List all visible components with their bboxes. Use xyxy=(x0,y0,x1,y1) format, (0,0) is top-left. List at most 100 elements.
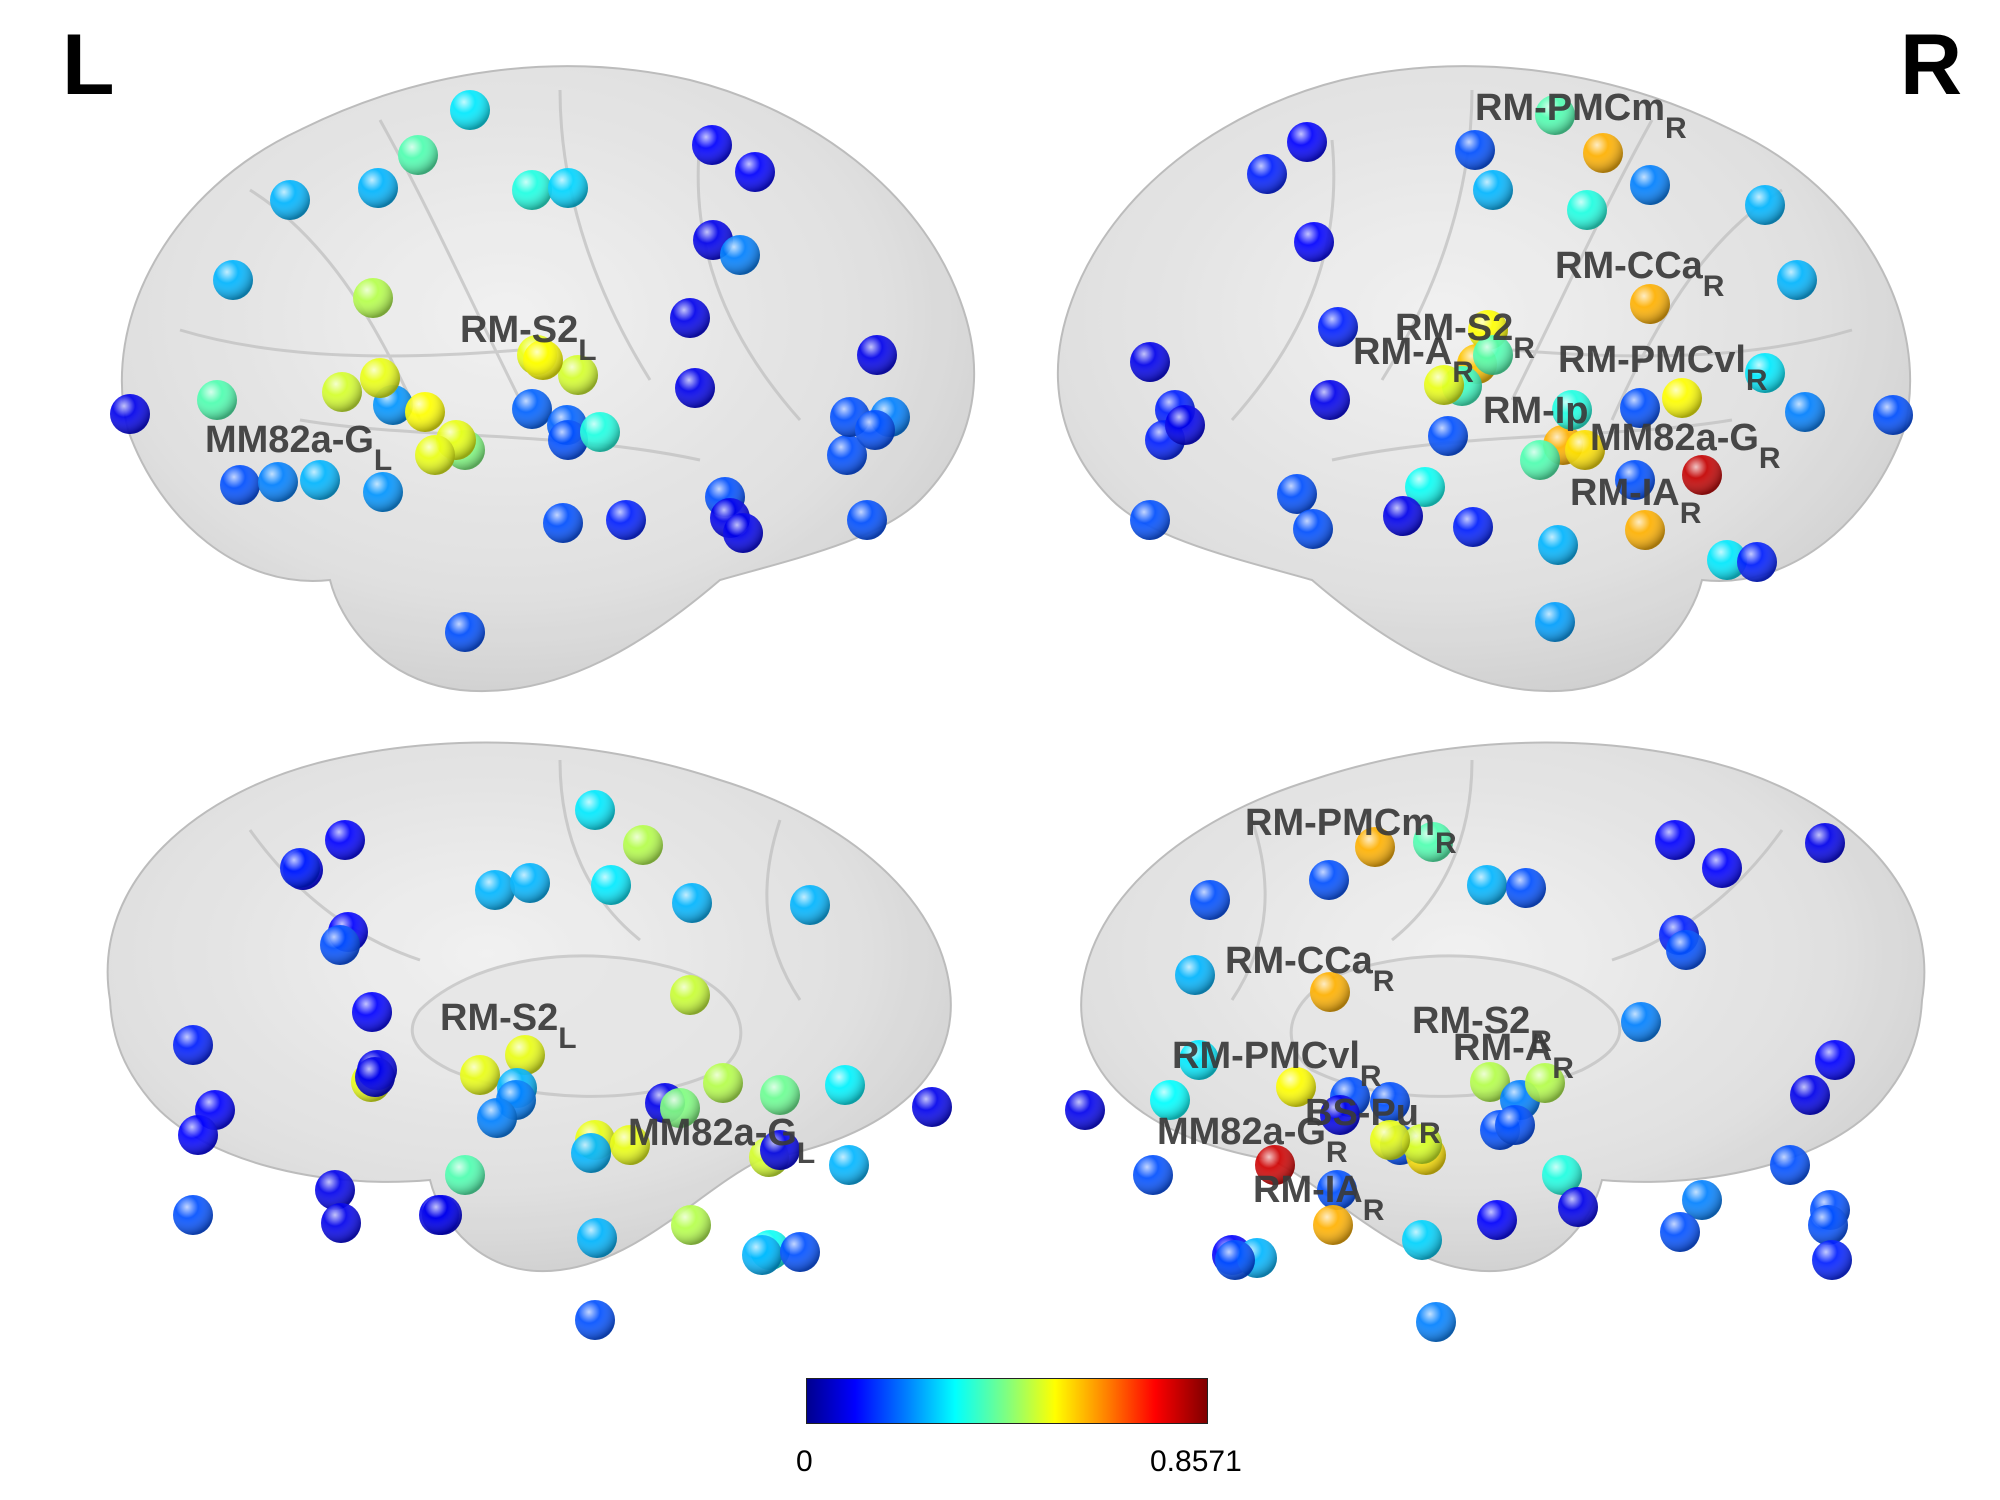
network-node-shading xyxy=(571,1133,611,1173)
network-node-shading xyxy=(1567,190,1607,230)
network-node-shading xyxy=(760,1130,800,1170)
network-node-shading xyxy=(857,335,897,375)
network-node-shading xyxy=(1370,1082,1410,1122)
network-node-shading xyxy=(829,1145,869,1185)
network-node-shading xyxy=(660,1088,700,1128)
network-node-shading xyxy=(1737,542,1777,582)
network-node-shading xyxy=(415,435,455,475)
region-label: RM-AR xyxy=(1353,331,1474,389)
network-node-shading xyxy=(670,298,710,338)
network-node-shading xyxy=(692,125,732,165)
network-node-shading xyxy=(1255,1145,1295,1185)
network-node-shading xyxy=(1402,1220,1442,1260)
network-node-shading xyxy=(510,863,550,903)
network-node-shading xyxy=(405,392,445,432)
region-label: MM82a-GL xyxy=(628,1112,815,1170)
region-label: RM-IAR xyxy=(1253,1169,1385,1227)
network-node-shading xyxy=(322,372,362,412)
network-node-shading xyxy=(445,1155,485,1195)
network-node-shading xyxy=(1477,1200,1517,1240)
network-node-shading xyxy=(1309,860,1349,900)
network-node-shading xyxy=(1745,185,1785,225)
network-node-shading xyxy=(1065,1090,1105,1130)
network-node-shading xyxy=(606,500,646,540)
network-node-shading xyxy=(355,1057,395,1097)
network-node-shading xyxy=(1815,1040,1855,1080)
network-node-shading xyxy=(353,278,393,318)
network-node-shading xyxy=(1130,500,1170,540)
network-node-shading xyxy=(610,1125,650,1165)
network-node-shading xyxy=(321,1203,361,1243)
network-node-shading xyxy=(363,472,403,512)
region-label: RM-PMCmR xyxy=(1245,802,1457,860)
network-node-shading xyxy=(422,1195,462,1235)
network-node-shading xyxy=(360,358,400,398)
region-label: RM-AR xyxy=(1453,1027,1574,1085)
network-node-shading xyxy=(1277,474,1317,514)
network-node-shading xyxy=(1276,1067,1316,1107)
colorbar-min-label: 0 xyxy=(796,1445,813,1478)
network-node-shading xyxy=(580,412,620,452)
network-node-shading xyxy=(623,825,663,865)
network-node-shading xyxy=(1150,1080,1190,1120)
network-node-shading xyxy=(197,380,237,420)
network-node-shading xyxy=(1525,1063,1565,1103)
network-node-shading xyxy=(548,168,588,208)
network-node-shading xyxy=(358,168,398,208)
network-node-shading xyxy=(1179,1040,1219,1080)
network-node-shading xyxy=(460,1055,500,1095)
network-node-shading xyxy=(1294,222,1334,262)
network-node-shading xyxy=(1405,467,1445,507)
colorbar xyxy=(806,1378,1208,1424)
network-node-shading xyxy=(912,1087,952,1127)
network-node-shading xyxy=(475,870,515,910)
network-node-shading xyxy=(670,975,710,1015)
network-node-shading xyxy=(1424,365,1464,405)
network-node-shading xyxy=(1808,1205,1848,1245)
network-node-shading xyxy=(1583,133,1623,173)
network-node-shading xyxy=(735,152,775,192)
network-node-shading xyxy=(325,820,365,860)
network-node-shading xyxy=(825,1065,865,1105)
network-node-shading xyxy=(1790,1075,1830,1115)
network-node-shading xyxy=(1473,170,1513,210)
network-node-shading xyxy=(1655,820,1695,860)
network-node-shading xyxy=(1310,972,1350,1012)
network-node-shading xyxy=(1552,390,1592,430)
network-node-shading xyxy=(1682,455,1722,495)
network-node-shading xyxy=(450,90,490,130)
network-node-shading xyxy=(1190,880,1230,920)
network-node-shading xyxy=(1310,380,1350,420)
network-node-shading xyxy=(1785,392,1825,432)
network-node-shading xyxy=(558,355,598,395)
network-node-shading xyxy=(1287,122,1327,162)
region-label: RM-S2L xyxy=(440,997,577,1055)
network-node-shading xyxy=(1873,395,1913,435)
network-node-shading xyxy=(1313,1205,1353,1245)
network-node-shading xyxy=(1660,1212,1700,1252)
network-node-shading xyxy=(1247,154,1287,194)
network-node-shading xyxy=(672,883,712,923)
network-node-shading xyxy=(1812,1240,1852,1280)
network-node-shading xyxy=(1538,525,1578,565)
region-label: RM-Ip xyxy=(1483,390,1589,432)
network-node-shading xyxy=(270,180,310,220)
network-node-shading xyxy=(1620,388,1660,428)
network-node-shading xyxy=(178,1115,218,1155)
region-label: RM-CCaR xyxy=(1225,940,1395,998)
network-node-shading xyxy=(1175,955,1215,995)
network-node-shading xyxy=(742,1235,782,1275)
network-node-shading xyxy=(315,1170,355,1210)
network-node-shading xyxy=(1682,1180,1722,1220)
region-label: BS-PuR xyxy=(1305,1092,1441,1150)
network-node-shading xyxy=(675,368,715,408)
network-node-shading xyxy=(1542,1155,1582,1195)
network-node-shading xyxy=(1133,1155,1173,1195)
network-node-shading xyxy=(1370,1120,1410,1160)
network-node-shading xyxy=(1165,405,1205,445)
network-node-shading xyxy=(1615,460,1655,500)
network-node-shading xyxy=(1777,260,1817,300)
network-node-shading xyxy=(543,503,583,543)
network-node-shading xyxy=(1662,378,1702,418)
